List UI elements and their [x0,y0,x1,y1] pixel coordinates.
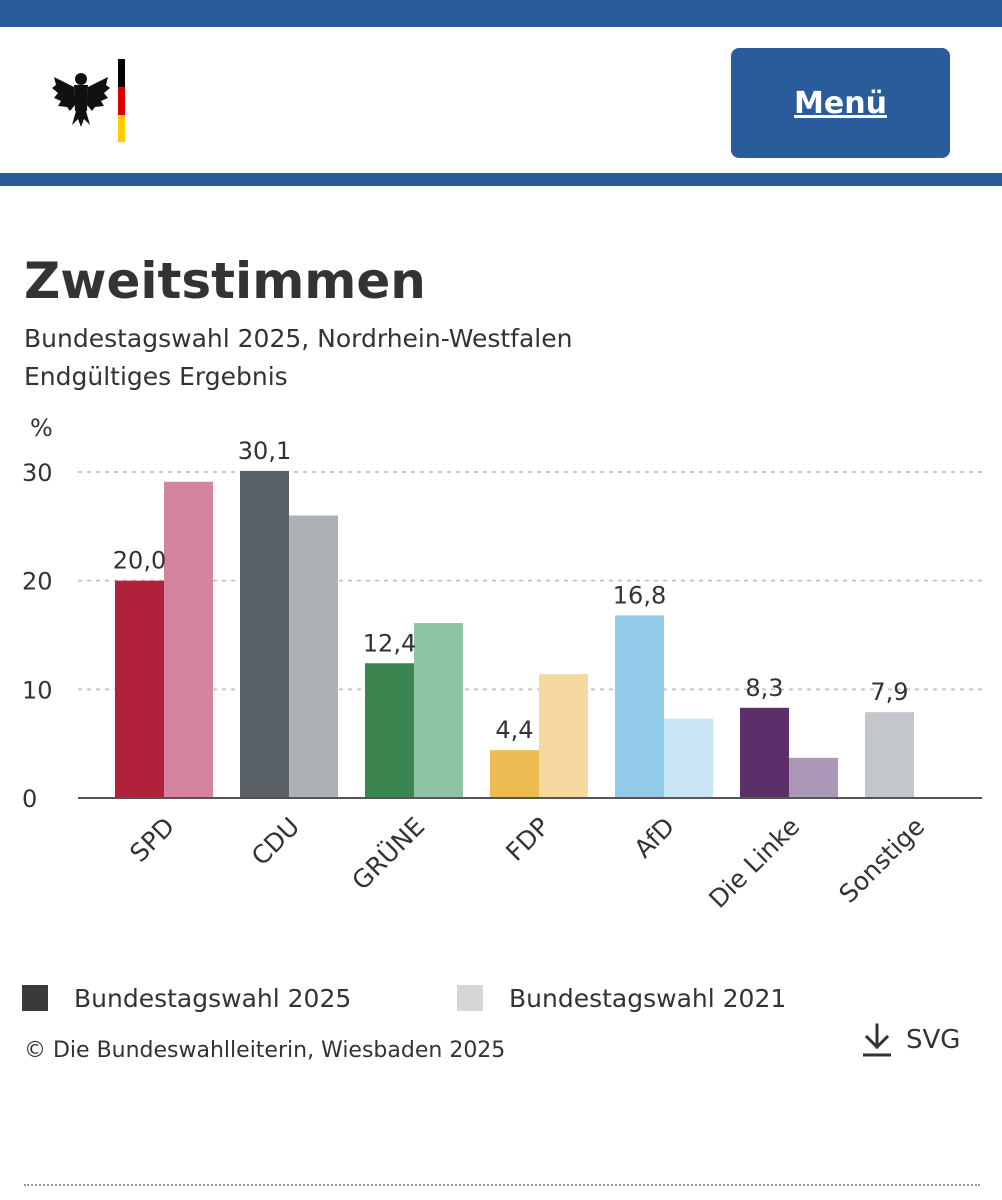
bar-2025-afd [615,615,664,798]
legend-swatch-2021 [457,985,483,1011]
header-bottom-bar [0,173,1002,186]
data-label-cdu: 30,1 [238,437,291,465]
y-tick-label-30: 30 [22,459,53,487]
legend-swatch-2025 [22,985,48,1011]
bar-2021-gruene [414,623,463,798]
legend-item-2021: Bundestagswahl 2021 [457,980,786,1016]
chart-subtitle: Bundestagswahl 2025, Nordrhein-Westfalen [24,324,573,353]
category-label-fdp: FDP [500,812,555,867]
svg-download-label: SVG [906,1025,961,1055]
legend-item-2025: Bundestagswahl 2025 [22,980,351,1016]
data-label-sonstige: 7,9 [870,678,908,706]
chart-title: Zweitstimmen [24,252,426,310]
data-label-spd: 20,0 [113,547,166,575]
bar-2021-afd [664,718,713,798]
data-label-fdp: 4,4 [495,716,533,744]
bar-2025-cdu [240,470,289,798]
category-label-gruene: GRÜNE [346,812,430,896]
chart-status: Endgültiges Ergebnis [24,362,288,391]
data-label-afd: 16,8 [613,581,666,609]
y-axis-unit: % [30,414,53,442]
bar-2021-cdu [289,515,338,798]
bar-2021-die-linke [789,757,838,798]
category-label-die-linke: Die Linke [703,812,805,914]
y-tick-label-10: 10 [22,676,53,704]
bar-2025-sonstige [865,712,914,798]
y-tick-label-0: 0 [22,785,37,813]
bar-2021-fdp [539,674,588,798]
legend-label-2021: Bundestagswahl 2021 [509,983,787,1013]
data-label-die-linke: 8,3 [745,674,783,702]
download-icon [863,1023,891,1057]
source-credit: © Die Bundeswahlleiterin, Wiesbaden 2025 [24,1038,506,1063]
y-tick-label-20: 20 [22,568,53,596]
legend-label-2025: Bundestagswahl 2025 [74,983,352,1013]
federal-eagle-icon[interactable] [50,55,130,145]
bar-2025-spd [115,580,164,798]
data-label-gruene: 12,4 [363,629,416,657]
category-label-sonstige: Sonstige [833,812,930,909]
top-bar [0,0,1002,27]
bar-2021-spd [164,481,213,798]
category-label-afd: AfD [628,812,680,864]
svg-download-link[interactable]: SVG [860,1022,960,1058]
bottom-divider [24,1184,980,1186]
category-label-spd: SPD [124,812,180,868]
menu-button[interactable]: Menü [731,48,950,158]
bar-2025-die-linke [740,707,789,798]
bar-chart: % 0 10 20 30 20,0 SPD 30,1 CDU 12,4 GRÜNE 4,4 FDP 16,… [22,414,982,914]
bar-2025-fdp [490,750,539,798]
category-label-cdu: CDU [246,812,305,871]
bar-2025-gruene [365,663,414,798]
